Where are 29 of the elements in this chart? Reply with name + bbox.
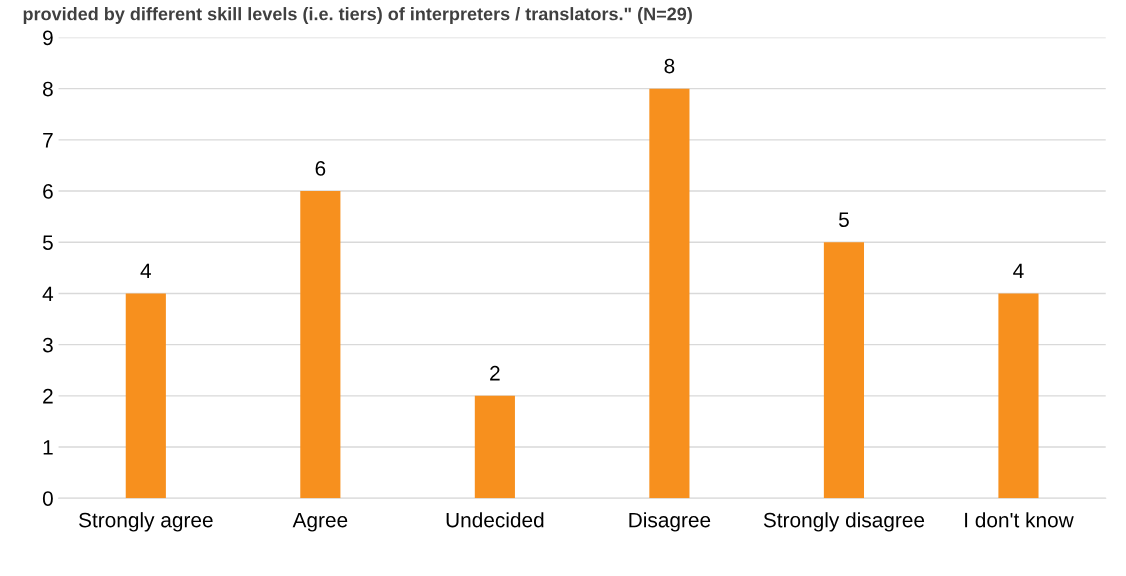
x-tick-label: Strongly disagree [763,512,925,532]
x-tick-label: Undecided [446,512,544,528]
y-tick-label: 0 [42,491,53,506]
y-tick-label: 2 [43,388,53,404]
bar [649,88,690,499]
data-label: 4 [140,263,151,279]
data-label: 2 [490,365,500,381]
y-tick-label: 5 [42,235,53,250]
bar [474,395,515,499]
x-tick-label: Strongly agree [79,512,213,532]
y-tick-label: 8 [43,81,53,97]
y-tick-label: 4 [42,286,54,301]
data-label: 8 [664,58,675,74]
x-tick-label: Disagree [629,512,711,532]
y-tick-label: 1 [43,440,53,455]
y-tick-label: 6 [43,184,53,199]
bar [998,293,1039,499]
y-tick-label: 3 [42,337,53,353]
data-label: 5 [838,212,849,228]
bar [300,191,341,499]
y-tick-label: 9 [43,30,53,46]
x-tick-label: I don't know [965,512,1074,528]
bar [823,242,865,499]
y-tick-label: 7 [43,133,53,148]
data-label: 4 [1013,263,1024,279]
bar [125,293,166,499]
chart-title: provided by different skill levels (i.e. tiers) of interpreters / translators." (N=29) [23,7,692,24]
data-label: 6 [315,161,326,176]
x-tick-label: Agree [292,512,348,532]
